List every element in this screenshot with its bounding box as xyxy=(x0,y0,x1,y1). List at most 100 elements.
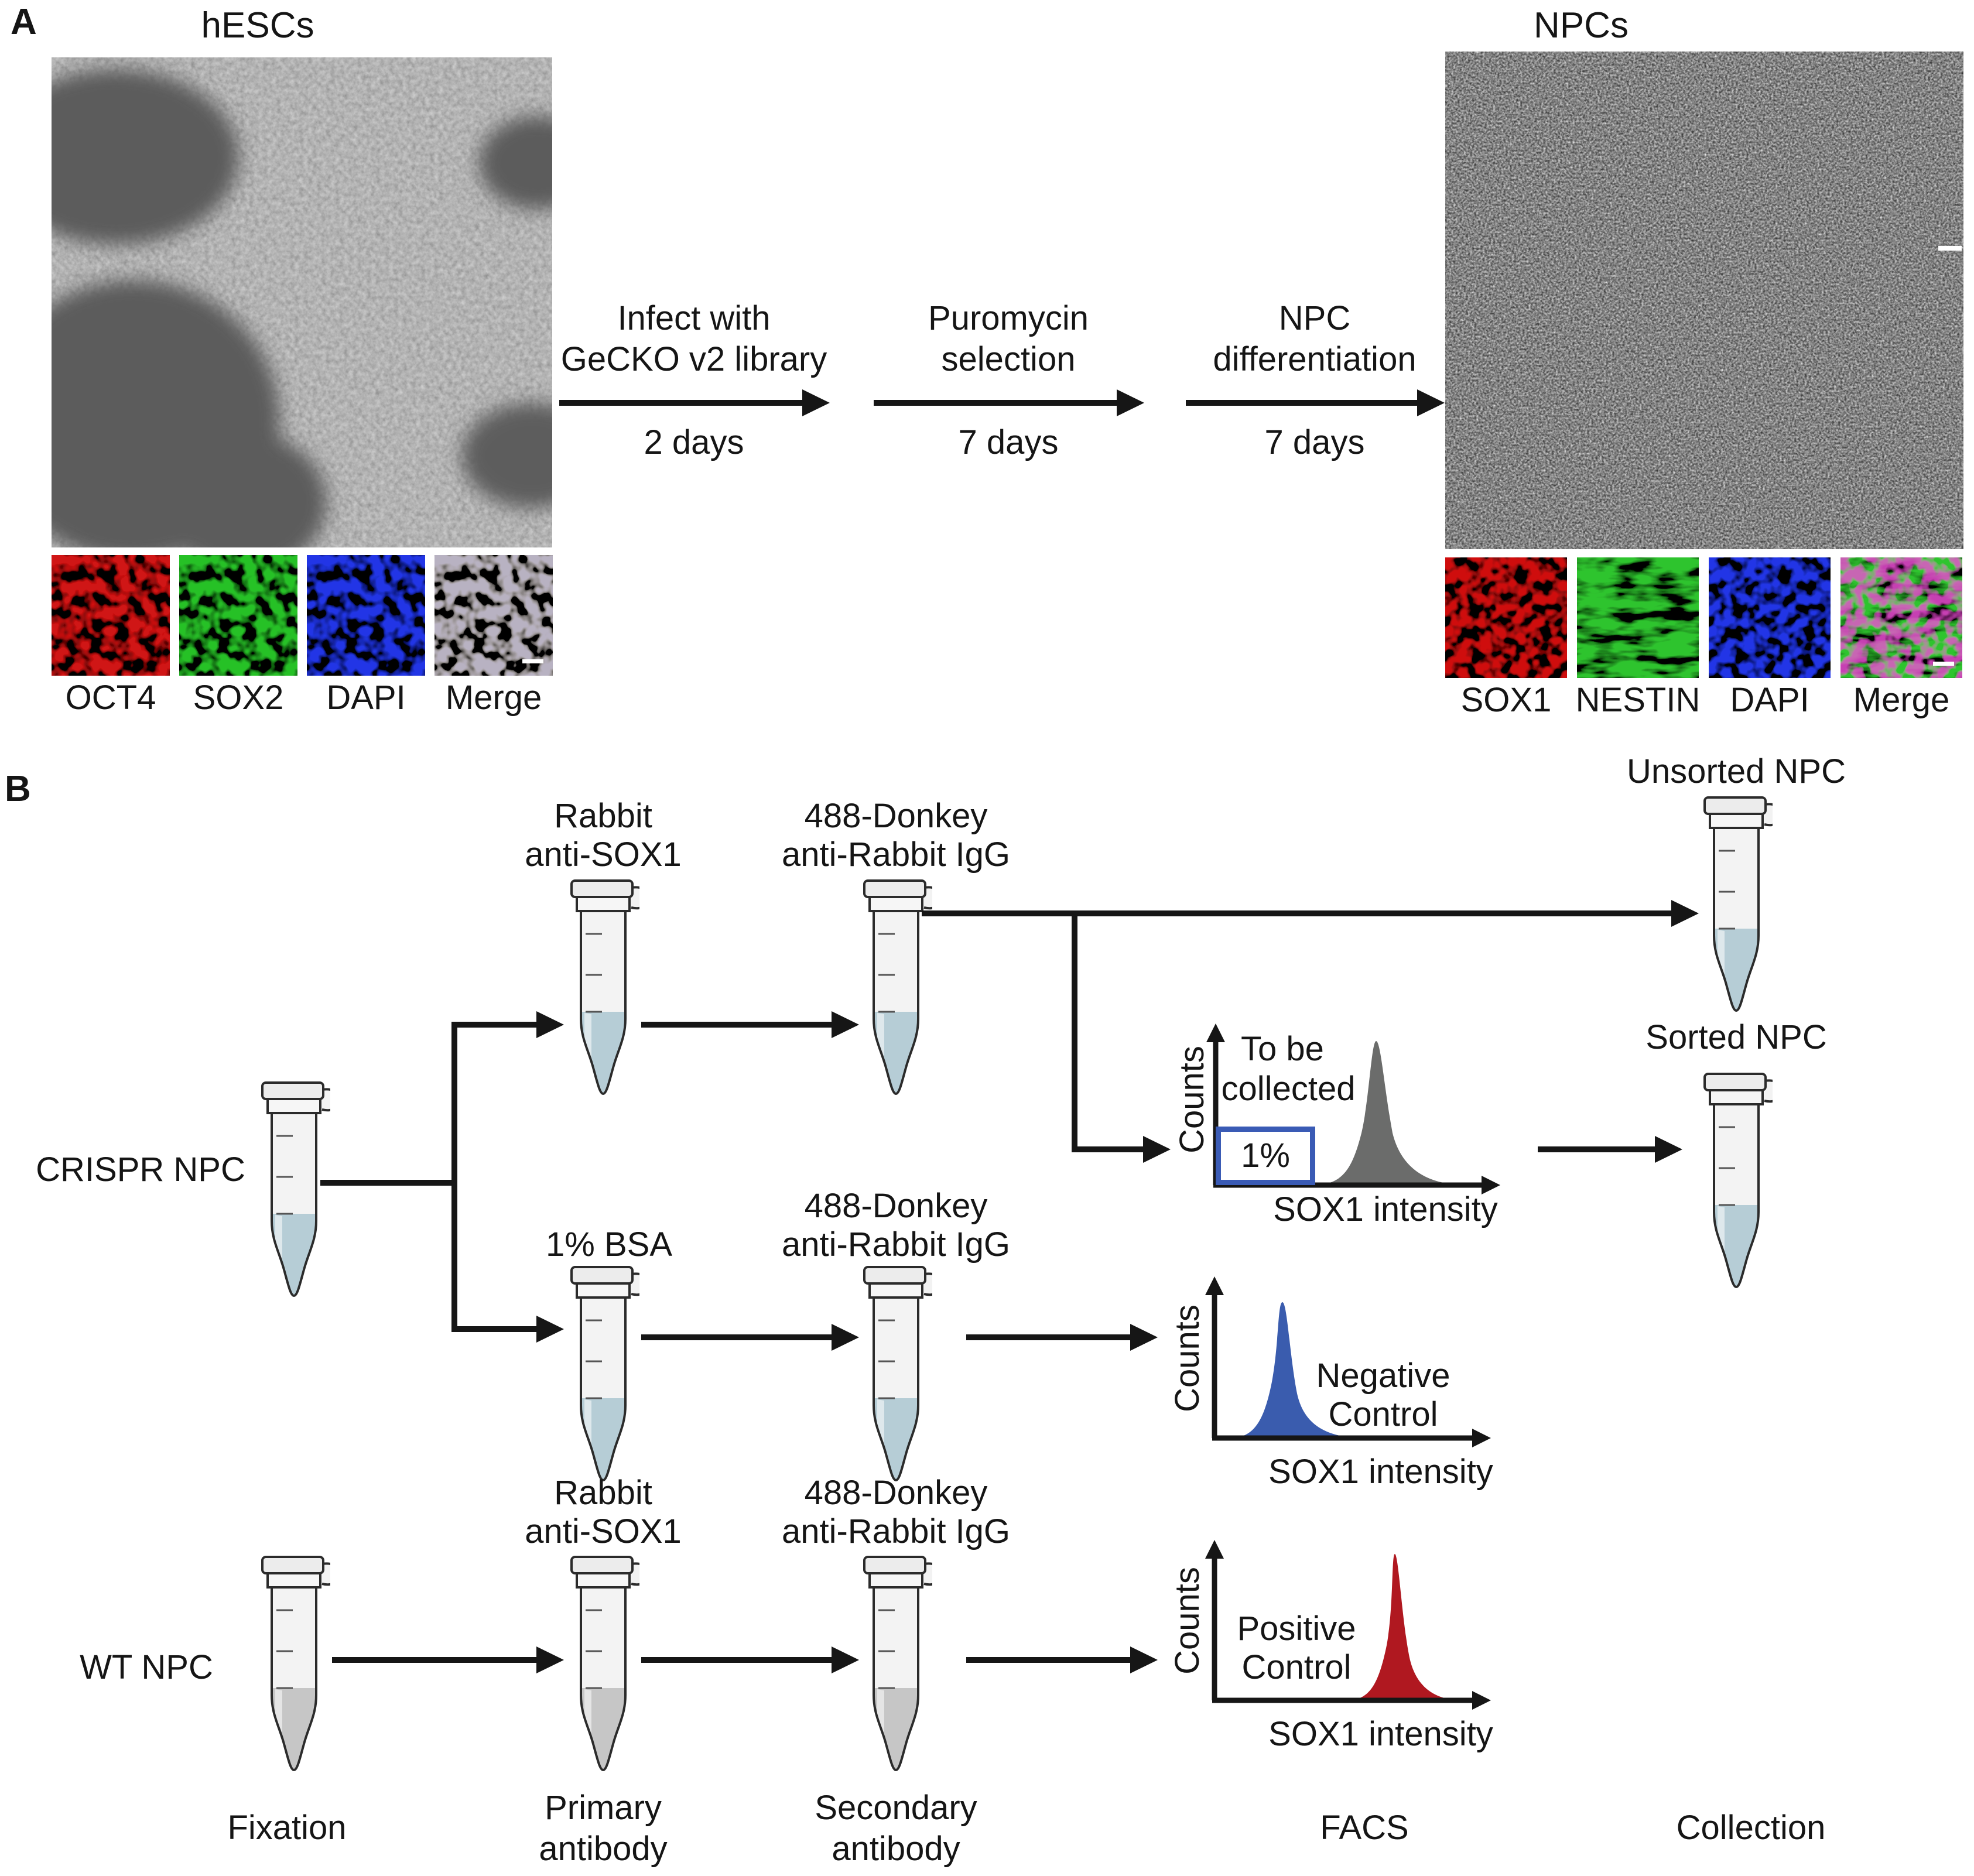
sort-gate-ylabel: Counts xyxy=(1173,1046,1211,1153)
wt-secondary-label-line2: anti-Rabbit IgG xyxy=(781,1512,1011,1550)
negative-label-line2: Control xyxy=(1328,1395,1438,1433)
sort-gate-percent: 1% xyxy=(1241,1136,1290,1175)
negative-label-line1: Negative xyxy=(1316,1357,1450,1395)
secondary-antibody-label2-line1: 488-Donkey xyxy=(804,1187,988,1225)
arrow-gate-to-sorted-head xyxy=(1655,1136,1682,1163)
stage-secondary-line2: antibody xyxy=(832,1830,960,1868)
secondary-antibody-label2-line2: anti-Rabbit IgG xyxy=(781,1225,1011,1264)
bsa-control-tube xyxy=(567,1265,639,1490)
positive-peak xyxy=(1347,1554,1458,1700)
marker-label-nestin: NESTIN xyxy=(1575,681,1701,719)
bsa-label: 1% BSA xyxy=(546,1225,672,1264)
marker-label-merge-right: Merge xyxy=(1853,681,1950,719)
gate-annotation-line1: To be xyxy=(1241,1030,1324,1068)
positive-label-line1: Positive xyxy=(1237,1610,1356,1648)
positive-ylabel: Counts xyxy=(1168,1567,1206,1675)
primary-antibody-label-line2: anti-SOX1 xyxy=(525,836,682,874)
arrow-branch-to-primary-head xyxy=(536,1011,564,1038)
arrow-primary-to-secondary xyxy=(641,1022,832,1028)
stage-primary-line2: antibody xyxy=(539,1830,668,1868)
unsorted-npc-tube xyxy=(1700,795,1773,1021)
step2-arrow xyxy=(874,400,1117,406)
marker-label-sox1: SOX1 xyxy=(1460,681,1552,719)
crispr-npc-tube xyxy=(258,1080,330,1306)
stage-primary-line1: Primary xyxy=(545,1789,662,1827)
sort-gate-peak xyxy=(1312,1041,1458,1185)
dapi-left-panel xyxy=(307,555,425,676)
arrow-to-positive-plot xyxy=(966,1657,1130,1663)
step3-arrow-head xyxy=(1417,389,1445,416)
arrow-wt-to-primary-head xyxy=(536,1646,564,1673)
step1-line2: GeCKO v2 library xyxy=(560,340,827,378)
arrow-to-sort-gate-plot-head xyxy=(1143,1136,1171,1163)
sorted-npc-tube xyxy=(1700,1071,1773,1297)
step1-line1: Infect with xyxy=(617,299,771,337)
unsorted-npc-label: Unsorted NPC xyxy=(1627,752,1846,790)
step2-duration: 7 days xyxy=(958,423,1059,461)
negative-ylabel: Counts xyxy=(1168,1305,1206,1412)
hesc-title: hESCs xyxy=(201,5,314,46)
nestin-panel xyxy=(1577,557,1699,678)
step2-line2: selection xyxy=(941,340,1076,378)
step2-line1: Puromycin xyxy=(928,299,1089,337)
arrow-branch-to-primary xyxy=(454,1022,536,1028)
positive-label-line2: Control xyxy=(1241,1648,1352,1686)
crispr-branch-line xyxy=(451,1022,457,1332)
sort-gate-plot xyxy=(1206,1023,1500,1194)
bsa-secondary-tube xyxy=(860,1265,932,1490)
crispr-connector xyxy=(320,1180,454,1186)
wt-secondary-label-line1: 488-Donkey xyxy=(804,1474,988,1512)
step3-duration: 7 days xyxy=(1264,423,1365,461)
arrow-to-negative-plot xyxy=(966,1334,1130,1340)
facs-branch-line xyxy=(1072,910,1077,1152)
negative-plot xyxy=(1205,1276,1491,1447)
panel-a-label: A xyxy=(11,2,37,42)
primary-antibody-tube xyxy=(567,878,639,1104)
arrow-to-positive-plot-head xyxy=(1130,1646,1158,1673)
sox1-panel xyxy=(1445,557,1567,678)
merge-left-scale-bar xyxy=(522,659,543,663)
dapi-right-panel xyxy=(1709,557,1831,678)
sorted-npc-label: Sorted NPC xyxy=(1645,1018,1827,1056)
arrow-wt-primary-to-secondary-head xyxy=(832,1646,859,1673)
step3-line1: NPC xyxy=(1278,299,1351,337)
arrow-bsa-to-secondary-head xyxy=(832,1324,859,1351)
merge-right-panel xyxy=(1840,557,1962,678)
stage-secondary-line1: Secondary xyxy=(815,1789,977,1827)
step1-arrow-head xyxy=(802,389,830,416)
wt-primary-label-line1: Rabbit xyxy=(554,1474,652,1512)
marker-label-dapi-right: DAPI xyxy=(1730,681,1809,719)
positive-plot xyxy=(1205,1540,1491,1710)
step1-duration: 2 days xyxy=(644,423,744,461)
merge-left-panel xyxy=(435,555,553,676)
arrow-wt-primary-to-secondary xyxy=(641,1657,832,1663)
negative-peak xyxy=(1230,1302,1359,1438)
line-secondary-to-unsorted xyxy=(922,910,1671,916)
secondary-antibody-label1-line1: 488-Donkey xyxy=(804,797,988,835)
arrow-gate-to-sorted xyxy=(1538,1146,1655,1152)
secondary-antibody-label1-line2: anti-Rabbit IgG xyxy=(781,836,1011,874)
marker-label-sox2: SOX2 xyxy=(193,679,284,717)
sort-gate-box: 1% xyxy=(1216,1127,1315,1185)
step3-line2: differentiation xyxy=(1213,340,1417,378)
marker-label-merge-left: Merge xyxy=(445,679,542,717)
crispr-npc-label: CRISPR NPC xyxy=(36,1151,245,1189)
arrow-unsorted-head xyxy=(1671,900,1699,927)
gate-annotation-line2: collected xyxy=(1221,1070,1356,1108)
panel-b-label: B xyxy=(5,769,31,809)
arrow-branch-to-bsa xyxy=(454,1326,536,1332)
negative-xlabel: SOX1 intensity xyxy=(1268,1453,1493,1491)
arrow-wt-to-primary xyxy=(332,1657,536,1663)
arrow-primary-to-secondary-head xyxy=(832,1011,859,1038)
wt-primary-label-line2: anti-SOX1 xyxy=(525,1512,682,1550)
wt-primary-tube xyxy=(567,1555,639,1780)
stage-facs: FACS xyxy=(1320,1809,1409,1847)
primary-antibody-label-line1: Rabbit xyxy=(554,797,652,835)
step3-arrow xyxy=(1186,400,1417,406)
step2-arrow-head xyxy=(1117,389,1144,416)
arrow-to-negative-plot-head xyxy=(1130,1324,1158,1351)
merge-right-scale-bar xyxy=(1933,662,1954,666)
stage-collection: Collection xyxy=(1676,1809,1826,1847)
sox2-panel xyxy=(179,555,297,676)
